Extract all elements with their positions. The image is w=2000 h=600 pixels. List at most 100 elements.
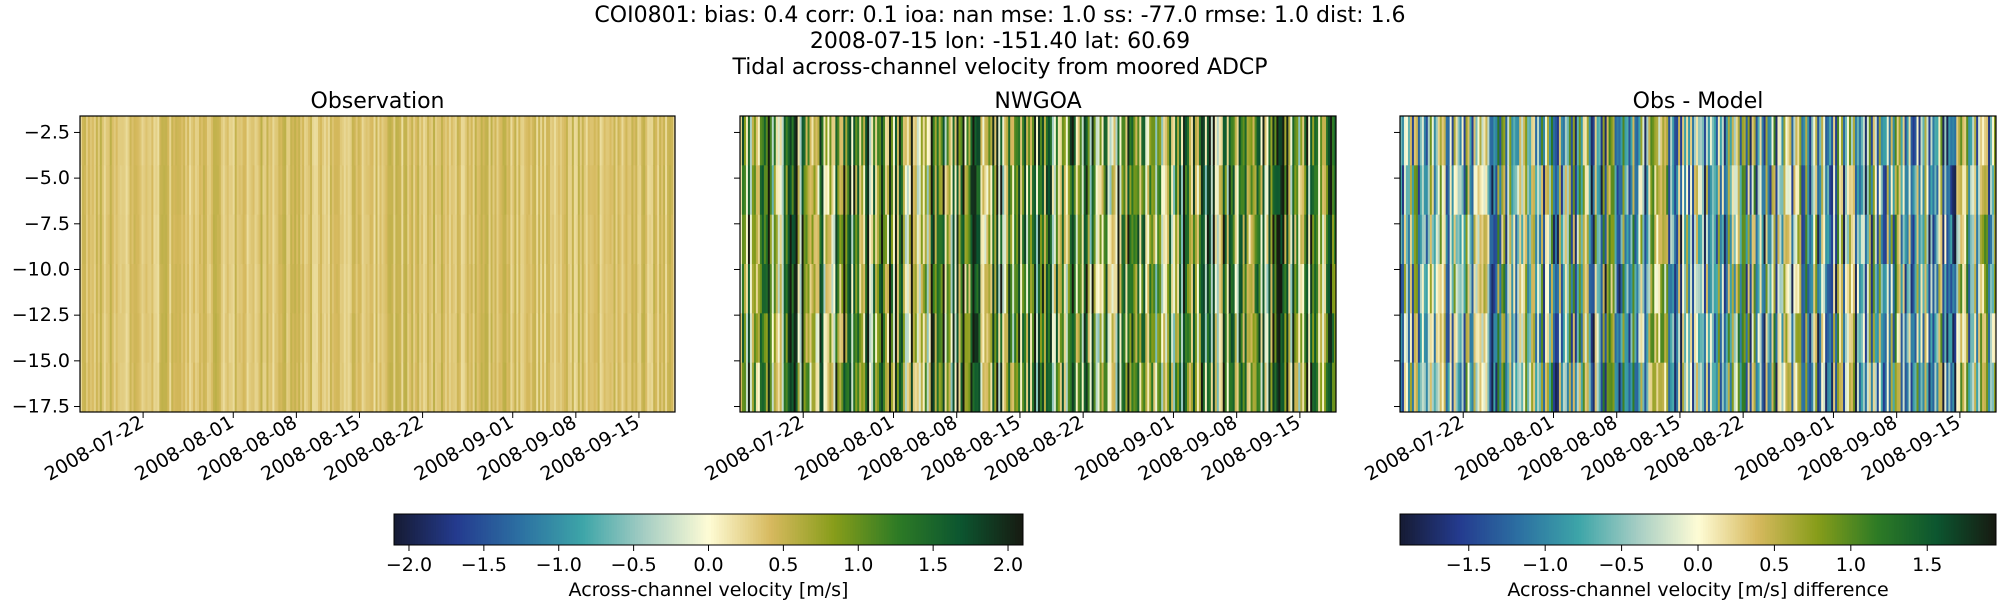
heatmap-cell [1425,116,1429,166]
heatmap-cell [916,313,920,364]
heatmap-cell [1582,362,1586,413]
heatmap-cell [216,264,220,314]
heatmap-cell [1260,214,1263,265]
heatmap-cell [294,214,297,265]
heatmap-cell [1684,165,1687,216]
heatmap-cell [109,313,113,364]
heatmap-cell [294,313,297,364]
heatmap-cell [1036,313,1039,364]
heatmap-cell [1505,362,1508,413]
heatmap-cell [1075,264,1079,314]
heatmap-cell [429,362,432,413]
heatmap-cell [1696,313,1699,364]
heatmap-cell [1509,116,1512,166]
heatmap-cell [1417,264,1421,314]
heatmap-cell [347,264,351,314]
heatmap-cell [1445,116,1449,166]
heatmap-cell [256,264,259,314]
heatmap-cell [1445,214,1449,265]
heatmap-cell [1558,214,1562,265]
heatmap-cell [113,362,117,413]
heatmap-cell [1511,116,1514,166]
heatmap-cell [1224,214,1228,265]
heatmap-cell [1409,165,1413,216]
heatmap-cell [1260,116,1263,166]
heatmap-cell [998,362,1001,413]
heatmap-cell [1624,165,1627,216]
heatmap-cell [288,214,291,265]
heatmap-cell [841,362,844,413]
heatmap-cell [1747,264,1751,314]
heatmap-cell [355,214,359,265]
heatmap-cell [936,165,940,216]
heatmap-cell [1485,313,1488,364]
heatmap-cell [1047,116,1051,166]
heatmap-cell [89,264,93,314]
heatmap-cell [970,264,973,314]
heatmap-cell [379,116,382,166]
heatmap-cell [486,362,489,413]
heatmap-cell [980,313,983,364]
heatmap-cell [544,165,547,216]
heatmap-cell [877,313,880,364]
heatmap-cell [1833,264,1836,314]
heatmap-cell [1276,116,1279,166]
heatmap-cell [1825,362,1828,413]
heatmap-cell [292,264,295,314]
heatmap-cell [403,264,406,314]
heatmap-cell [930,165,934,216]
heatmap-cell [238,264,242,314]
heatmap-cell [1457,116,1460,166]
heatmap-cell [767,313,771,364]
heatmap-cell [278,313,281,364]
heatmap-cell [429,313,432,364]
heatmap-cell [214,214,218,265]
heatmap-cell [635,264,638,314]
heatmap-cell [361,116,365,166]
heatmap-cell [552,264,555,314]
heatmap-cell [1465,116,1468,166]
heatmap-cell [1525,313,1528,364]
heatmap-cell [433,313,436,364]
heatmap-cell [1157,362,1160,413]
heatmap-cell [1151,264,1154,314]
heatmap-cell [1745,264,1749,314]
heatmap-cell [193,264,196,314]
heatmap-cell [1761,116,1764,166]
heatmap-cell [958,165,961,216]
heatmap-cell [1650,264,1653,314]
heatmap-cell [165,116,168,166]
heatmap-cell [462,165,466,216]
heatmap-cell [321,116,325,166]
heatmap-cell [753,165,757,216]
heatmap-cell [801,116,804,166]
heatmap-cell [1043,264,1047,314]
heatmap-cell [938,313,942,364]
heatmap-cell [367,116,370,166]
heatmap-cell [1314,165,1317,216]
heatmap-cell [419,165,422,216]
heatmap-cell [413,362,416,413]
heatmap-cell [885,264,888,314]
heatmap-cell [175,214,178,265]
heatmap-cell [1580,313,1584,364]
heatmap-cell [871,362,874,413]
heatmap-cell [351,362,355,413]
heatmap-cell [183,165,186,216]
heatmap-cell [659,313,662,364]
heatmap-cell [1163,264,1166,314]
heatmap-cell [1839,116,1842,166]
heatmap-cell [1310,362,1313,413]
heatmap-cell [173,313,176,364]
heatmap-cell [1735,116,1739,166]
heatmap-cell [1523,214,1526,265]
heatmap-cell [823,362,826,413]
heatmap-cell [300,214,303,265]
heatmap-cell [1612,214,1615,265]
heatmap-cell [131,362,134,413]
heatmap-cell [548,214,551,265]
heatmap-cell [1696,116,1699,166]
heatmap-cell [1799,362,1802,413]
heatmap-cell [571,214,575,265]
heatmap-cell [165,165,168,216]
